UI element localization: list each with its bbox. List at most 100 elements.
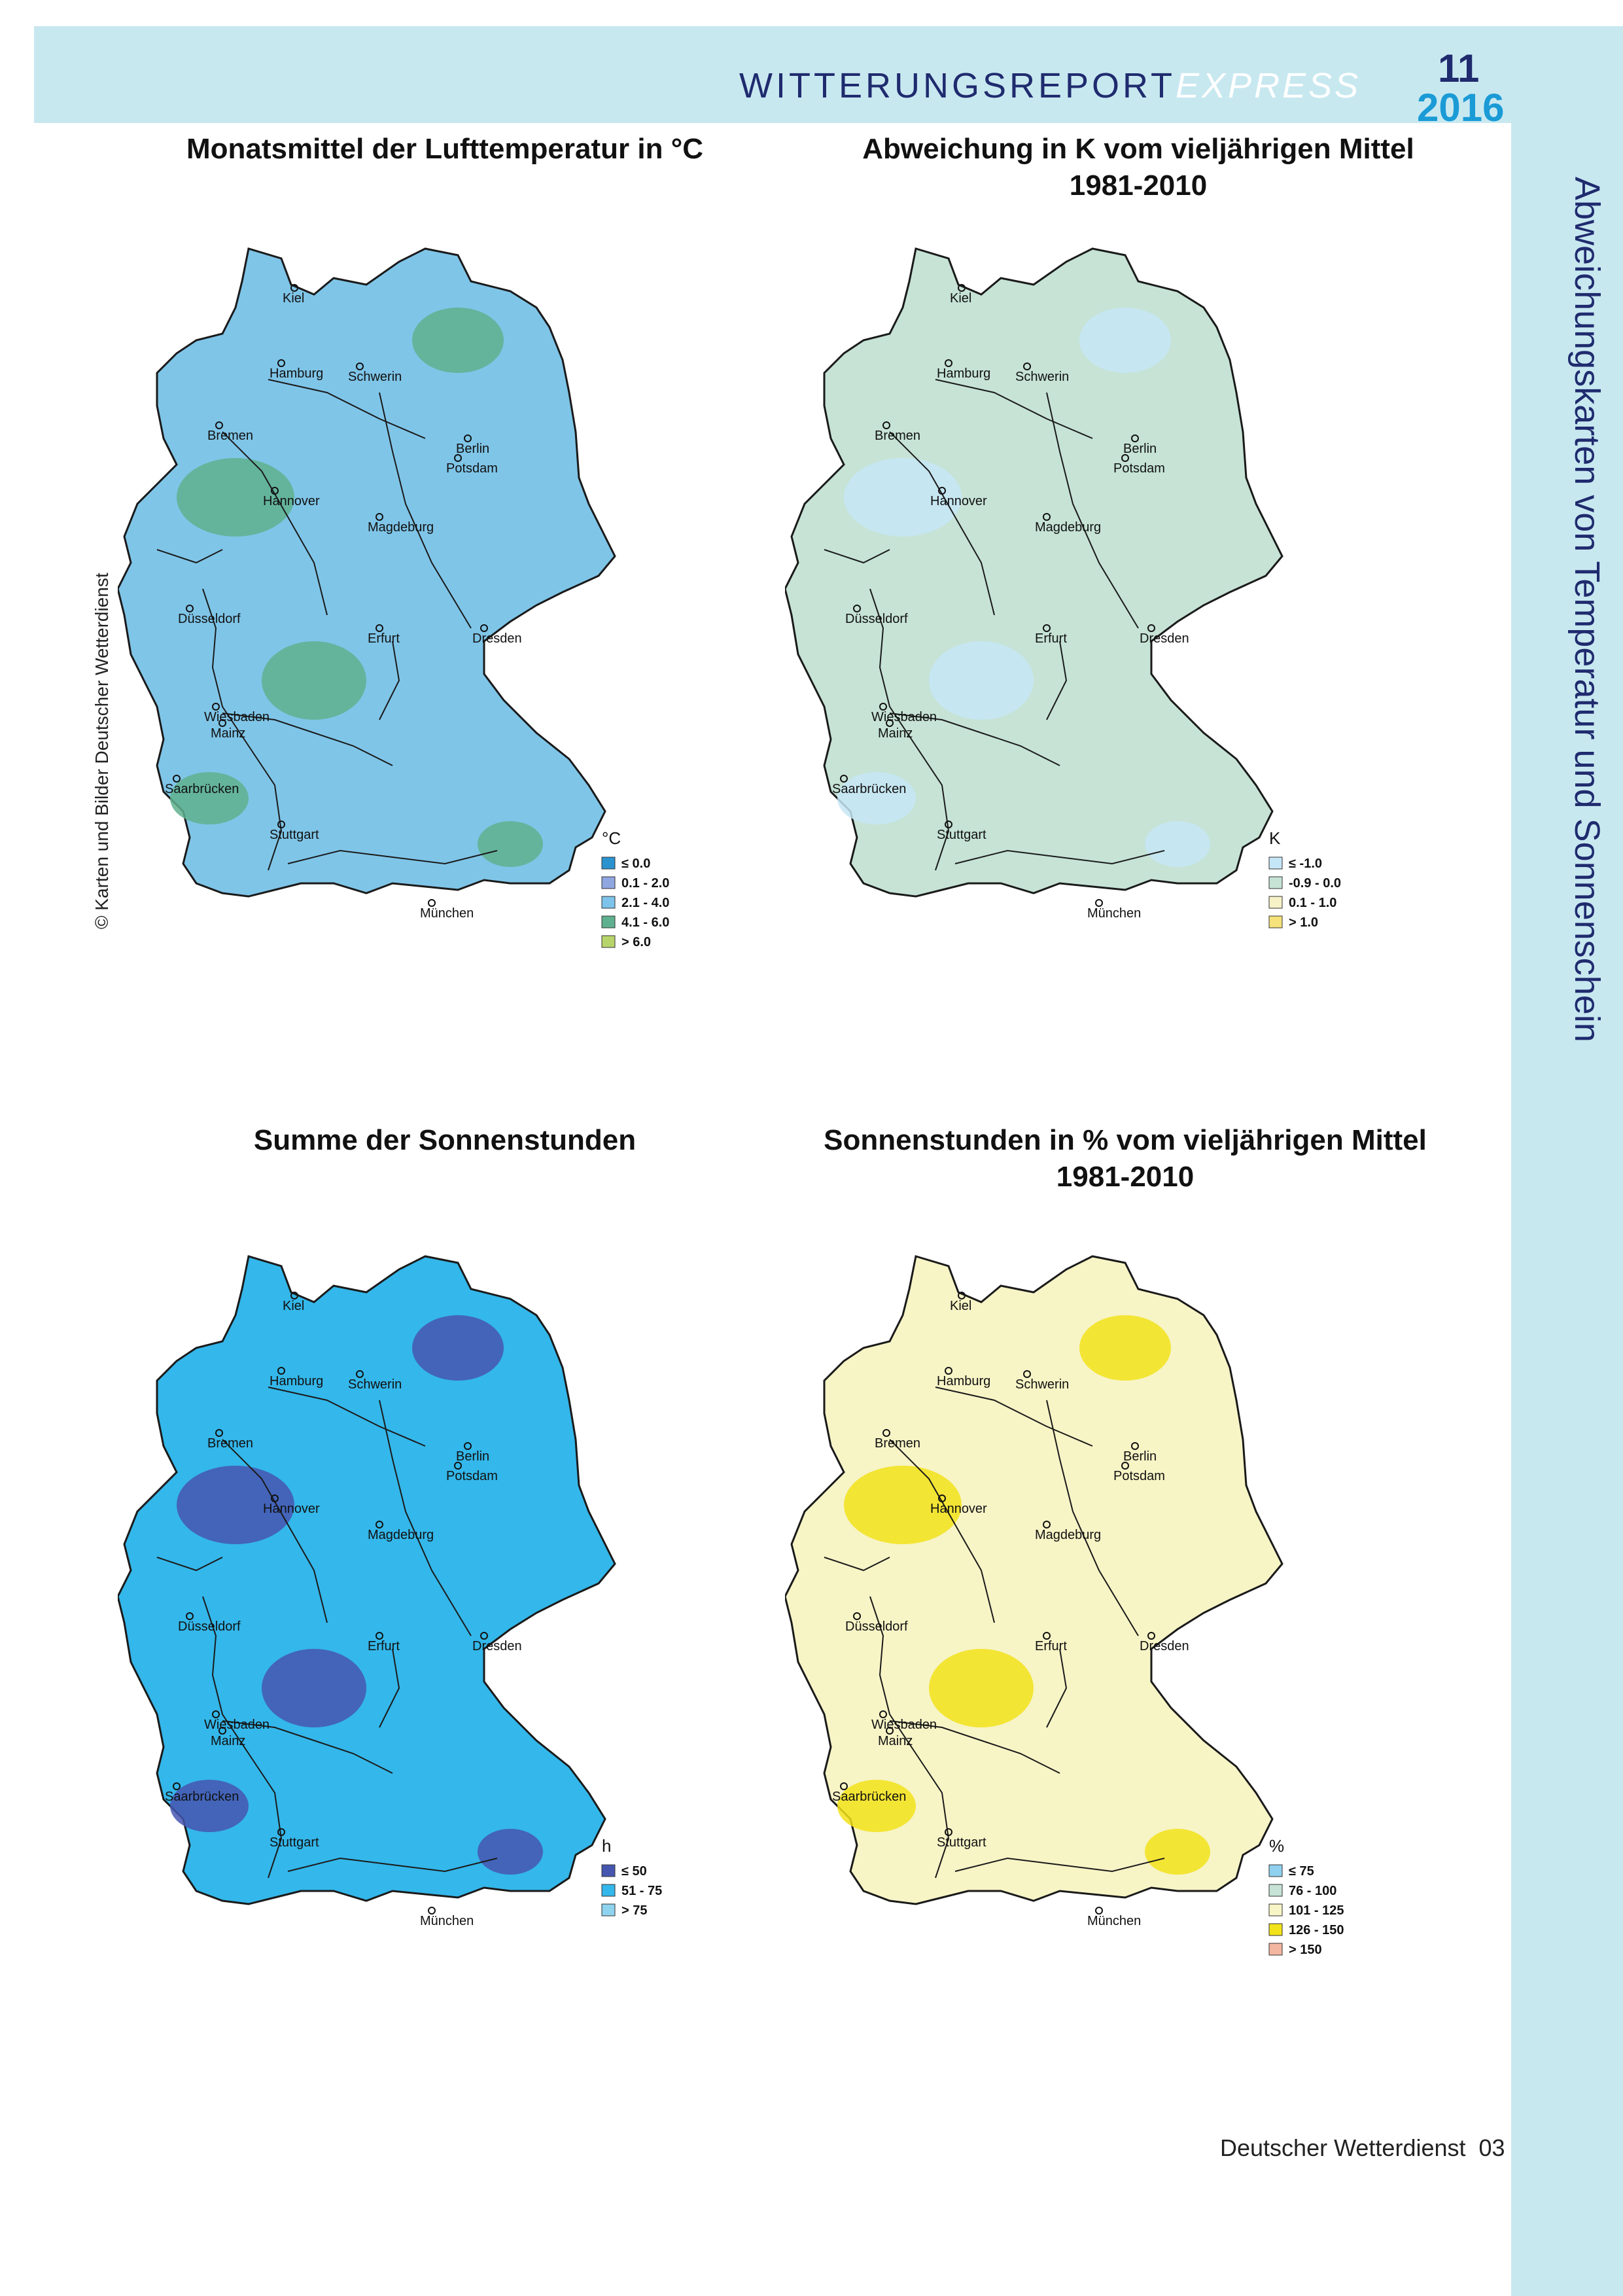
side-band (1511, 26, 1623, 2296)
legend-swatch (1268, 1884, 1283, 1897)
city-label: Düsseldorf (178, 612, 241, 626)
legend-swatch (1268, 1903, 1283, 1916)
map-title-sunshine: Summe der Sonnenstunden (118, 1122, 772, 1159)
river-line (954, 1857, 1165, 1873)
shading-patch (837, 1780, 916, 1832)
city-marker (375, 624, 383, 632)
city-marker (277, 359, 285, 367)
river-line (156, 1557, 223, 1572)
river-line (379, 641, 400, 720)
city-label: Dresden (472, 631, 522, 646)
city-label: Kiel (283, 291, 304, 306)
city-marker (853, 605, 861, 612)
city-label: Potsdam (1113, 461, 1165, 476)
legend-label: 2.1 - 4.0 (621, 896, 669, 910)
issue-number: 11 (1438, 46, 1480, 90)
river-line (379, 1648, 400, 1728)
report-title: WITTERUNGSREPORTEXPRESS (739, 65, 1361, 106)
city-label: Dresden (1140, 631, 1189, 646)
city-marker (1043, 1521, 1051, 1528)
map-title-temperature: Monatsmittel der Lufttemperatur in °C (118, 131, 772, 168)
city-label: Magdeburg (1035, 1528, 1101, 1542)
river-line (268, 379, 426, 439)
city-marker (879, 703, 887, 711)
city-marker (958, 284, 966, 292)
city-label: Wiesbaden (204, 710, 270, 724)
city-marker (271, 487, 279, 495)
city-marker (186, 1612, 194, 1620)
legend-swatch (601, 876, 616, 889)
city-label: Saarbrücken (165, 782, 239, 796)
shading-patch (170, 772, 249, 824)
city-marker (464, 1442, 472, 1450)
legend-label: > 75 (621, 1903, 647, 1918)
legend-swatch (601, 1864, 616, 1877)
city-label: Düsseldorf (845, 1619, 908, 1634)
city-label: Hannover (930, 1502, 987, 1516)
shading-patch (262, 1649, 366, 1727)
legend-swatch (1268, 857, 1283, 870)
city-label: Kiel (950, 291, 971, 306)
legend-label: -0.9 - 0.0 (1289, 876, 1341, 891)
city-label: Potsdam (1113, 1469, 1165, 1483)
legend-unit: h (602, 1836, 611, 1856)
legend-label: 51 - 75 (621, 1884, 662, 1898)
city-marker (1147, 1632, 1155, 1640)
river-line (222, 431, 328, 616)
germany-outline (785, 1255, 1283, 1905)
legend-label: ≤ -1.0 (1289, 857, 1322, 871)
city-label: Dresden (1140, 1639, 1189, 1653)
city-marker (879, 1710, 887, 1718)
legend-swatch (1268, 876, 1283, 889)
city-marker (173, 1782, 181, 1790)
city-label: Potsdam (446, 461, 498, 476)
city-marker (480, 1632, 488, 1640)
river-line (935, 379, 1093, 439)
issue-year: 2016 (1417, 86, 1505, 130)
city-label: Mainz (878, 726, 913, 741)
city-label: Stuttgart (937, 1835, 986, 1850)
map-title-line1: Monatsmittel der Lufttemperatur in °C (186, 133, 704, 165)
shading-patches (170, 308, 543, 867)
city-marker (1043, 1632, 1051, 1640)
shading-patches (837, 308, 1210, 867)
city-label: Saarbrücken (832, 782, 906, 796)
map-sunshine: Kiel Hamburg Schwerin Bremen Berlin Potsdam Ha… (118, 1255, 662, 1928)
river-line (935, 1386, 1093, 1447)
city-marker (277, 1367, 285, 1375)
city-marker (356, 362, 364, 370)
city-marker (375, 1632, 383, 1640)
city-label: Stuttgart (270, 1835, 319, 1850)
city-marker (1131, 434, 1139, 442)
map-legend: K ≤ -1.0 -0.9 - 0.0 0.1 - 1.0 > 1.0 (1268, 828, 1341, 930)
city-label: München (1087, 1914, 1141, 1928)
river-line (156, 549, 223, 564)
city-marker (882, 1429, 890, 1437)
city-label: Magdeburg (368, 520, 434, 535)
footer-publisher: Deutscher Wetterdienst (1220, 2134, 1466, 2161)
city-label: Berlin (456, 442, 489, 456)
city-marker (840, 1782, 848, 1790)
city-marker (853, 1612, 861, 1620)
city-marker (277, 1828, 285, 1836)
city-label: München (420, 1914, 474, 1928)
legend-unit: % (1269, 1836, 1284, 1856)
river-line (889, 1720, 1060, 1774)
river-line (1046, 641, 1068, 720)
city-label: Schwerin (1015, 1377, 1069, 1392)
city-label: Magdeburg (368, 1528, 434, 1542)
legend-label: ≤ 0.0 (621, 857, 650, 871)
city-marker (1131, 1442, 1139, 1450)
map-legend: % ≤ 75 76 - 100 101 - 125 126 - 150 > 150 (1268, 1836, 1344, 1957)
city-label: Kiel (283, 1299, 304, 1313)
city-label: Hamburg (937, 366, 990, 381)
river-line (824, 1557, 890, 1572)
map-title-sunshine-percent: Sonnenstunden in % vom vieljährigen Mitt… (772, 1122, 1478, 1195)
city-marker (277, 821, 285, 828)
shading-patch (1079, 1315, 1171, 1381)
city-marker (945, 821, 952, 828)
city-label: Dresden (472, 1639, 522, 1653)
city-label: Berlin (1123, 1449, 1157, 1464)
river-line (287, 1857, 498, 1873)
river-line (379, 1400, 472, 1636)
